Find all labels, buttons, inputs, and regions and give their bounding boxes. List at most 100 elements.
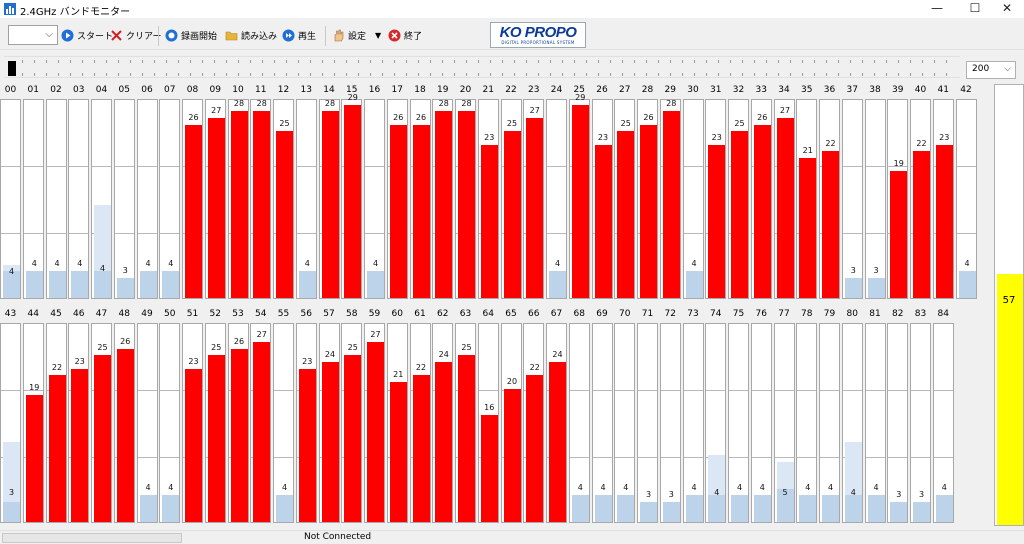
- channel-63: 63 25: [455, 306, 476, 525]
- channel-label: 31: [710, 85, 722, 95]
- channel-79: 79 4: [819, 306, 840, 525]
- channel-plot: 3: [0, 323, 21, 523]
- channel-bar: [503, 131, 521, 298]
- channel-39: 39 19: [887, 82, 909, 301]
- exit-label: 終了: [404, 31, 423, 42]
- channel-bar: [685, 271, 703, 298]
- channel-label: 12: [277, 85, 290, 95]
- channel-value: 4: [99, 264, 106, 273]
- channel-bar: [662, 111, 680, 298]
- channel-60: 60 21: [386, 306, 408, 525]
- channel-bar: [25, 271, 43, 298]
- channel-label: 28: [641, 85, 654, 95]
- settings-dropdown-arrow[interactable]: ▼: [375, 30, 382, 40]
- channel-label: 14: [323, 85, 335, 95]
- channel-plot: 29: [341, 93, 363, 299]
- channel-label: 68: [573, 309, 585, 319]
- timeline-slider[interactable]: [4, 56, 960, 78]
- channel-value: 4: [145, 483, 151, 493]
- channel-label: 65: [505, 309, 517, 319]
- channel-bar: [185, 368, 202, 522]
- channel-label: 19: [437, 85, 449, 95]
- channel-bar: [298, 271, 316, 298]
- channel-value: 3: [873, 266, 879, 275]
- channel-44: 44 19: [22, 306, 44, 525]
- channel-value: 4: [77, 259, 83, 269]
- channel-plot: 25: [500, 99, 522, 299]
- level-bar: [997, 274, 1023, 525]
- channel-plot: 16: [477, 323, 499, 523]
- channel-bar: [3, 271, 20, 298]
- channel-01: 01 4: [22, 82, 44, 301]
- channel-value: 22: [529, 363, 540, 373]
- channel-73: 73 4: [682, 306, 704, 525]
- channel-19: 19 28: [432, 82, 454, 301]
- channel-value: 4: [736, 483, 743, 493]
- minimize-button[interactable]: —: [931, 1, 943, 15]
- channel-label: 40: [914, 85, 927, 95]
- channel-plot: 4: [273, 323, 294, 523]
- channel-bar: [844, 278, 862, 298]
- channel-value: 25: [97, 343, 108, 353]
- channel-plot: 26: [113, 323, 135, 523]
- toolbar-separator: [158, 26, 159, 46]
- ko-propo-logo: KO PROPO DIGITAL PROPORTIONAL SYSTEM: [490, 22, 586, 48]
- start-button[interactable]: スタート: [61, 26, 113, 44]
- channel-value: 4: [168, 483, 174, 493]
- channel-bar: [958, 271, 976, 298]
- clear-button[interactable]: クリアー: [110, 26, 161, 44]
- maximize-button[interactable]: ☐: [969, 1, 981, 15]
- channel-bar: [890, 502, 908, 522]
- channel-plot: 22: [409, 323, 431, 523]
- channel-value: 26: [643, 112, 654, 122]
- channel-value: 26: [415, 112, 427, 122]
- channel-plot: 4: [159, 323, 181, 523]
- channel-bar: [685, 495, 703, 522]
- channel-bar: [753, 124, 771, 298]
- exit-button[interactable]: 終了: [388, 26, 422, 44]
- channel-plot: 25: [614, 99, 636, 299]
- close-window-button[interactable]: ✕: [1001, 1, 1013, 15]
- channel-08: 08 26: [182, 82, 203, 301]
- record-button[interactable]: 録画開始: [165, 26, 217, 44]
- channel-label: 43: [4, 309, 17, 319]
- channel-bar: [549, 271, 566, 298]
- channel-bar: [913, 502, 930, 522]
- channel-16: 16 4: [364, 82, 385, 301]
- channel-plot: 4: [136, 323, 158, 523]
- channel-label: 38: [869, 85, 881, 95]
- scale-select[interactable]: 200 ⌵: [966, 61, 1016, 79]
- channel-82: 82 3: [887, 306, 909, 525]
- play-button[interactable]: 再生: [282, 26, 316, 44]
- channel-label: 66: [528, 309, 540, 319]
- channel-bar: [594, 144, 612, 298]
- channel-value: 4: [714, 488, 720, 497]
- channel-label: 08: [186, 85, 199, 95]
- channel-plot: 25: [341, 323, 363, 523]
- channel-value: 3: [850, 266, 856, 275]
- channel-value: 23: [597, 132, 609, 142]
- level-meter: 57: [994, 84, 1024, 526]
- channel-plot: 27: [773, 99, 795, 299]
- channel-plot: 4: [682, 99, 704, 299]
- channel-plot: 4: [91, 99, 112, 299]
- settings-button[interactable]: 設定: [332, 26, 366, 44]
- channel-plot: 21: [796, 99, 818, 299]
- channel-bar: [571, 104, 589, 298]
- channel-00: 00 4: [0, 82, 21, 301]
- channel-label: 00: [4, 85, 17, 95]
- channel-bar: [230, 348, 248, 522]
- load-button[interactable]: 読み込み: [225, 26, 277, 44]
- settings-hand-icon: [334, 29, 344, 41]
- channel-plot: 3: [864, 99, 886, 299]
- channel-plot: 25: [91, 323, 112, 523]
- channel-81: 81 4: [864, 306, 886, 525]
- channel-35: 35 21: [796, 82, 818, 301]
- channel-75: 75 4: [728, 306, 749, 525]
- channel-bar: [207, 355, 225, 522]
- channel-label: 27: [619, 85, 631, 95]
- channel-value: 28: [461, 99, 472, 109]
- device-combobox[interactable]: ⌵: [8, 25, 58, 45]
- status-bar: Not Connected: [0, 530, 1024, 544]
- slider-thumb[interactable]: [8, 61, 16, 76]
